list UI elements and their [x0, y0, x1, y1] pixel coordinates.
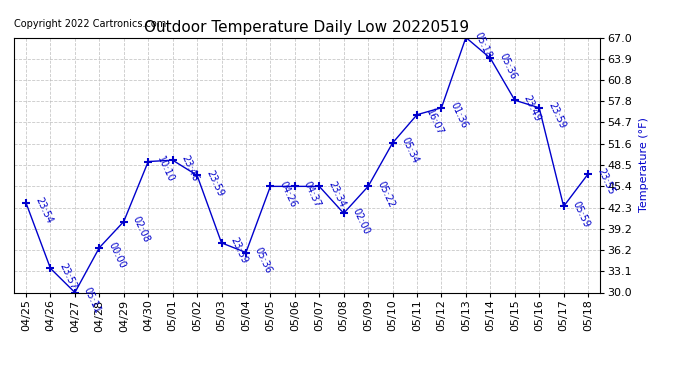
Text: 23:59: 23:59 [228, 236, 249, 266]
Text: 05:34: 05:34 [400, 136, 420, 165]
Text: 23:49: 23:49 [522, 93, 542, 123]
Text: 05:36: 05:36 [497, 51, 518, 81]
Text: Copyright 2022 Cartronics.com: Copyright 2022 Cartronics.com [14, 19, 166, 29]
Title: Outdoor Temperature Daily Low 20220519: Outdoor Temperature Daily Low 20220519 [144, 20, 470, 35]
Text: 00:00: 00:00 [106, 241, 127, 270]
Text: 23:55: 23:55 [595, 167, 616, 196]
Text: 02:08: 02:08 [130, 214, 152, 244]
Text: 23:54: 23:54 [33, 196, 54, 225]
Text: 23:57: 23:57 [57, 261, 79, 291]
Text: 16:07: 16:07 [424, 108, 445, 137]
Text: 23:34: 23:34 [326, 179, 347, 209]
Text: 05:22: 05:22 [375, 179, 396, 209]
Y-axis label: Temperature (°F): Temperature (°F) [639, 118, 649, 212]
Text: 04:26: 04:26 [277, 179, 298, 209]
Text: 05:59: 05:59 [571, 200, 591, 229]
Text: 05:18: 05:18 [473, 30, 493, 60]
Text: 23:59: 23:59 [546, 101, 567, 130]
Text: 02:00: 02:00 [351, 206, 371, 236]
Text: 05:36: 05:36 [253, 246, 274, 275]
Text: 23:59: 23:59 [204, 168, 225, 198]
Text: 23:46: 23:46 [179, 153, 200, 183]
Text: 04:37: 04:37 [302, 179, 323, 209]
Text: 10:10: 10:10 [155, 154, 176, 184]
Text: 05:11: 05:11 [82, 285, 103, 315]
Text: 01:36: 01:36 [448, 101, 469, 130]
